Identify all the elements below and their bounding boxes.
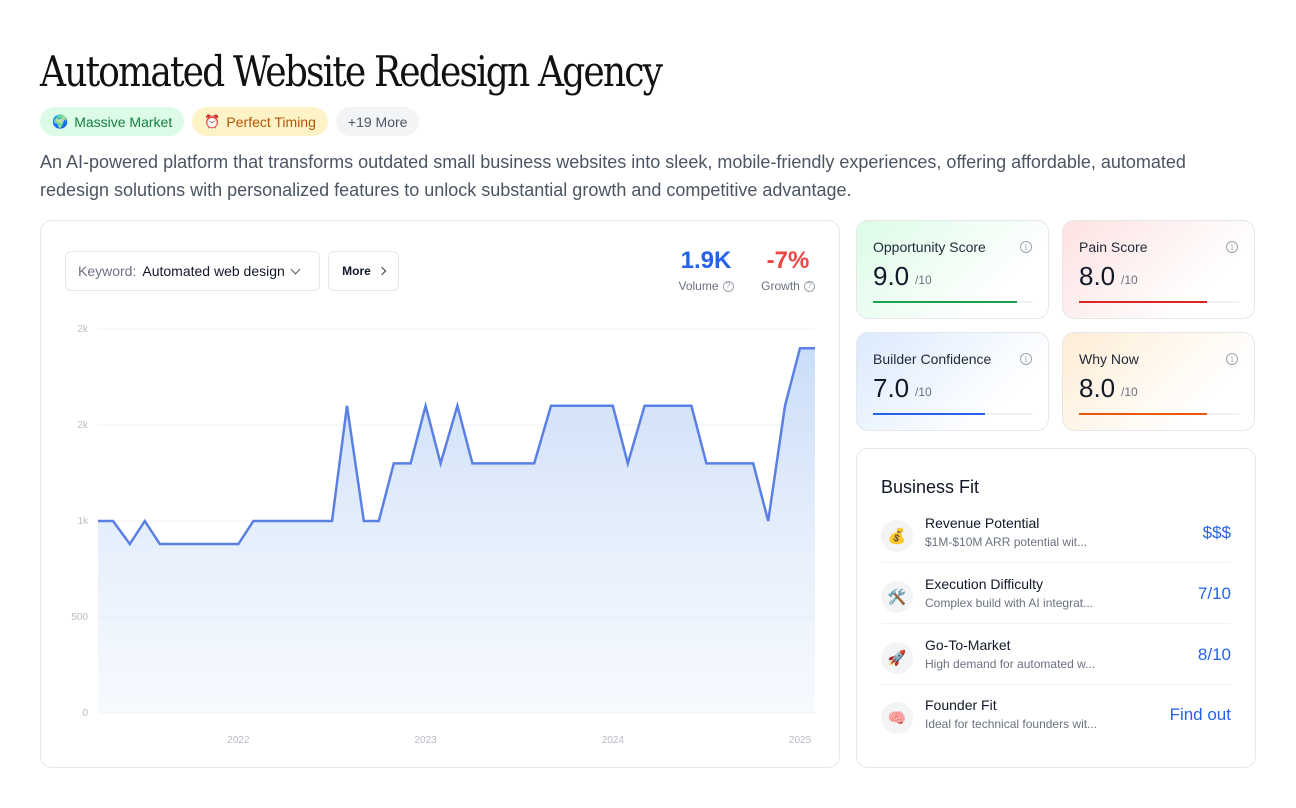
- fit-item-name: Go-To-Market: [925, 637, 1011, 653]
- tag-more[interactable]: +19 More: [335, 107, 420, 136]
- tag-label: Perfect Timing: [226, 113, 316, 130]
- x-tick-label: 2024: [602, 735, 625, 746]
- fit-item-desc: High demand for automated w...: [925, 657, 1096, 671]
- fit-item-revenue-potential[interactable]: 💰 Revenue Potential $1M-$10M ARR potenti…: [881, 515, 1231, 565]
- why-now-card[interactable]: Why Now i 8.0 /10: [1062, 332, 1255, 431]
- score-value: 8.0: [1079, 261, 1116, 291]
- score-title: Opportunity Score: [873, 239, 986, 255]
- tag-perfect-timing[interactable]: ⏰ Perfect Timing: [192, 107, 328, 136]
- money-bag-icon: 💰: [881, 520, 913, 552]
- more-button[interactable]: More: [328, 251, 399, 291]
- x-tick-label: 2022: [227, 735, 250, 746]
- fit-item-name: Founder Fit: [925, 697, 997, 713]
- fit-item-go-to-market[interactable]: 🚀 Go-To-Market High demand for automated…: [881, 637, 1231, 687]
- info-icon[interactable]: i: [1226, 241, 1238, 253]
- score-max: /10: [1121, 273, 1138, 287]
- score-max: /10: [1121, 385, 1138, 399]
- score-title: Builder Confidence: [873, 351, 992, 367]
- trend-chart: 0 500 1k 2k 2k 2022 2023 2024 2025: [71, 324, 816, 746]
- score-value: 7.0: [873, 373, 910, 403]
- y-tick-label: 1k: [77, 516, 89, 527]
- fit-item-desc: Complex build with AI integrat...: [925, 596, 1094, 610]
- help-icon[interactable]: ?: [803, 280, 815, 292]
- y-tick-label: 0: [82, 708, 88, 719]
- y-tick-label: 2k: [77, 420, 89, 431]
- info-icon[interactable]: i: [1226, 353, 1238, 365]
- score-bar: [1079, 301, 1239, 303]
- more-button-label: More: [342, 264, 371, 278]
- opportunity-score-card[interactable]: Opportunity Score i 9.0 /10: [856, 220, 1049, 319]
- help-icon[interactable]: ?: [722, 280, 734, 292]
- growth-label: Growth: [761, 279, 800, 293]
- globe-icon: 🌍: [52, 113, 69, 129]
- score-bar-fill: [873, 301, 1017, 303]
- growth-metric: -7% Growth?: [753, 245, 823, 293]
- divider: [881, 684, 1231, 685]
- score-bar: [873, 301, 1033, 303]
- keyword-select[interactable]: Keyword: Automated web design: [65, 251, 320, 291]
- fit-item-value: 8/10: [1197, 645, 1231, 664]
- find-out-link[interactable]: Find out: [1169, 705, 1231, 724]
- keyword-value: Automated web design: [142, 263, 285, 279]
- business-fit-title: Business Fit: [881, 477, 980, 497]
- tag-massive-market[interactable]: 🌍 Massive Market: [40, 107, 185, 136]
- score-bar-fill: [873, 413, 985, 415]
- y-tick-label: 500: [71, 612, 88, 623]
- fit-item-execution-difficulty[interactable]: 🛠️ Execution Difficulty Complex build wi…: [881, 576, 1231, 626]
- volume-metric: 1.9K Volume?: [671, 245, 741, 293]
- tag-label: +19 More: [347, 113, 408, 130]
- score-max: /10: [915, 273, 932, 287]
- info-icon[interactable]: i: [1020, 241, 1032, 253]
- x-tick-label: 2023: [414, 735, 437, 746]
- volume-value: 1.9K: [680, 247, 732, 274]
- fit-item-founder-fit[interactable]: 🧠 Founder Fit Ideal for technical founde…: [881, 697, 1231, 747]
- score-bar: [1079, 413, 1239, 415]
- page-title: Automated Website Redesign Agency: [40, 47, 663, 96]
- business-fit-card: Business Fit 💰 Revenue Potential $1M-$10…: [856, 448, 1256, 768]
- score-value: 9.0: [873, 261, 910, 291]
- x-tick-label: 2025: [789, 735, 812, 746]
- tag-list: 🌍 Massive Market ⏰ Perfect Timing +19 Mo…: [40, 107, 420, 136]
- fit-item-name: Revenue Potential: [925, 515, 1040, 531]
- fit-item-name: Execution Difficulty: [925, 576, 1044, 592]
- brain-icon: 🧠: [881, 702, 913, 734]
- trend-chart-card: Keyword: Automated web design More 1.9K …: [40, 220, 840, 768]
- score-title: Pain Score: [1079, 239, 1148, 255]
- fit-item-desc: Ideal for technical founders wit...: [925, 717, 1098, 731]
- score-bar: [873, 413, 1033, 415]
- score-max: /10: [915, 385, 932, 399]
- info-icon[interactable]: i: [1020, 353, 1032, 365]
- score-bar-fill: [1079, 301, 1207, 303]
- growth-value: -7%: [766, 247, 810, 274]
- score-title: Why Now: [1079, 351, 1139, 367]
- score-value: 8.0: [1079, 373, 1116, 403]
- fit-item-value: $$$: [1202, 523, 1231, 542]
- pain-score-card[interactable]: Pain Score i 8.0 /10: [1062, 220, 1255, 319]
- divider: [881, 623, 1231, 624]
- score-bar-fill: [1079, 413, 1207, 415]
- divider: [881, 562, 1231, 563]
- alarm-clock-icon: ⏰: [204, 113, 221, 129]
- rocket-icon: 🚀: [881, 642, 913, 674]
- search-volume-area: [98, 348, 815, 713]
- fit-item-value: 7/10: [1197, 584, 1231, 603]
- tag-label: Massive Market: [74, 113, 173, 130]
- page-description: An AI-powered platform that transforms o…: [40, 152, 1186, 200]
- y-tick-label: 2k: [77, 324, 89, 335]
- keyword-label: Keyword:: [78, 263, 137, 279]
- volume-label: Volume: [678, 279, 719, 293]
- tools-icon: 🛠️: [881, 581, 913, 613]
- builder-confidence-card[interactable]: Builder Confidence i 7.0 /10: [856, 332, 1049, 431]
- fit-item-desc: $1M-$10M ARR potential wit...: [925, 535, 1088, 549]
